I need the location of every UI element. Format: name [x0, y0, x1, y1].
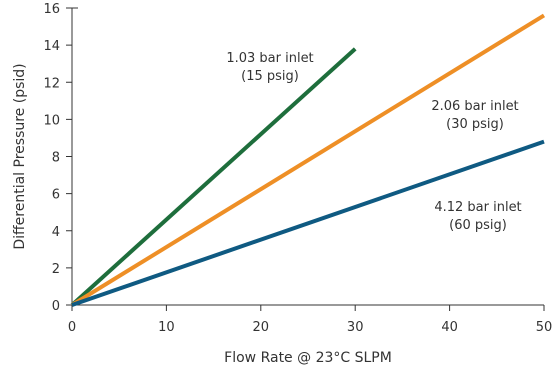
x-axis-title: Flow Rate @ 23°C SLPM — [224, 350, 392, 366]
series-label-line2: (30 psig) — [446, 117, 504, 132]
y-tick-label: 10 — [43, 113, 60, 128]
x-tick-label: 0 — [68, 320, 76, 335]
x-tick-label: 10 — [158, 320, 175, 335]
series-labels: 1.03 bar inlet (15 psig) 2.06 bar inlet (30… — [226, 51, 521, 233]
series-lines — [70, 13, 546, 307]
y-axis-ticks: 0 2 4 6 8 10 12 14 16 — [43, 2, 72, 314]
series-line — [70, 47, 357, 307]
series-label-line2: (60 psig) — [449, 218, 507, 233]
y-tick-label: 0 — [52, 299, 60, 314]
series-label-line1: 2.06 bar inlet — [431, 99, 518, 114]
y-tick-label: 4 — [52, 225, 60, 240]
y-tick-label: 2 — [52, 262, 60, 277]
y-tick-label: 16 — [43, 2, 60, 17]
x-tick-label: 40 — [441, 320, 458, 335]
x-tick-label: 20 — [253, 320, 270, 335]
series-line — [71, 139, 545, 307]
series-label-line2: (15 psig) — [241, 69, 299, 84]
series-line — [70, 13, 546, 307]
y-tick-label: 8 — [52, 151, 60, 166]
series-label-line1: 4.12 bar inlet — [434, 200, 521, 215]
x-tick-label: 50 — [536, 320, 553, 335]
y-axis-title: Differential Pressure (psid) — [12, 63, 28, 249]
y-tick-label: 12 — [43, 76, 60, 91]
y-tick-label: 6 — [52, 188, 60, 203]
x-axis-ticks: 0 10 20 30 40 50 — [68, 305, 552, 335]
y-tick-label: 14 — [43, 39, 60, 54]
series-label-line1: 1.03 bar inlet — [226, 51, 313, 66]
x-tick-label: 30 — [347, 320, 364, 335]
